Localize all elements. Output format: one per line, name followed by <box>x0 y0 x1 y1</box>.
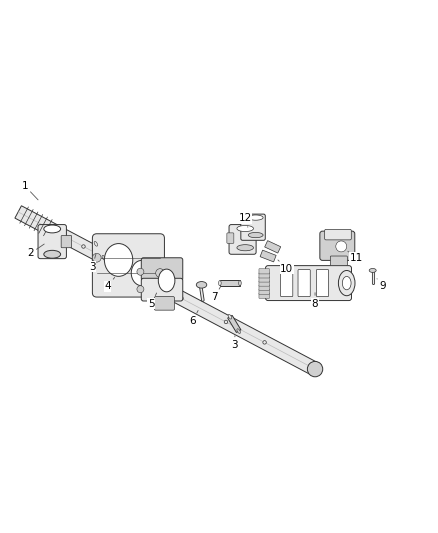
Text: 7: 7 <box>211 286 221 302</box>
Text: 4: 4 <box>104 277 115 291</box>
Polygon shape <box>94 243 106 259</box>
FancyBboxPatch shape <box>141 258 183 280</box>
Ellipse shape <box>104 244 133 276</box>
Ellipse shape <box>237 329 240 334</box>
Ellipse shape <box>343 277 351 290</box>
Circle shape <box>52 229 56 232</box>
Circle shape <box>180 297 183 300</box>
FancyBboxPatch shape <box>92 234 164 297</box>
Circle shape <box>92 253 101 262</box>
FancyBboxPatch shape <box>38 224 67 259</box>
FancyBboxPatch shape <box>265 265 352 301</box>
Circle shape <box>129 270 133 273</box>
Text: 2: 2 <box>27 244 44 259</box>
Polygon shape <box>260 250 276 262</box>
Polygon shape <box>15 206 318 375</box>
Text: 9: 9 <box>377 279 386 291</box>
Polygon shape <box>265 240 281 253</box>
Text: 5: 5 <box>148 293 157 309</box>
Ellipse shape <box>339 270 355 296</box>
Text: 12: 12 <box>239 214 252 227</box>
Polygon shape <box>228 316 241 333</box>
FancyBboxPatch shape <box>259 289 269 294</box>
FancyBboxPatch shape <box>61 236 72 248</box>
Circle shape <box>263 341 266 344</box>
Ellipse shape <box>44 251 60 258</box>
Ellipse shape <box>336 241 347 252</box>
FancyBboxPatch shape <box>259 281 269 286</box>
FancyBboxPatch shape <box>330 256 347 265</box>
FancyBboxPatch shape <box>259 269 269 274</box>
Ellipse shape <box>196 281 207 288</box>
Ellipse shape <box>248 232 263 238</box>
Ellipse shape <box>228 314 232 319</box>
Ellipse shape <box>237 245 254 251</box>
Circle shape <box>155 269 164 277</box>
FancyBboxPatch shape <box>154 297 174 310</box>
FancyBboxPatch shape <box>229 224 256 254</box>
Ellipse shape <box>131 261 152 286</box>
Text: 3: 3 <box>231 336 237 350</box>
Ellipse shape <box>239 280 241 286</box>
Circle shape <box>137 268 144 275</box>
FancyBboxPatch shape <box>227 233 234 244</box>
Ellipse shape <box>102 255 106 260</box>
FancyBboxPatch shape <box>320 231 355 261</box>
Text: 10: 10 <box>278 260 293 273</box>
Ellipse shape <box>158 269 175 292</box>
FancyBboxPatch shape <box>241 214 265 240</box>
FancyBboxPatch shape <box>141 278 183 301</box>
Circle shape <box>224 320 228 324</box>
Ellipse shape <box>44 225 60 233</box>
FancyBboxPatch shape <box>316 270 328 297</box>
Text: 1: 1 <box>21 181 38 200</box>
Ellipse shape <box>219 280 221 286</box>
Ellipse shape <box>307 361 323 377</box>
Ellipse shape <box>248 215 263 220</box>
FancyBboxPatch shape <box>281 270 293 297</box>
Circle shape <box>137 286 144 293</box>
Text: 3: 3 <box>89 254 96 271</box>
FancyBboxPatch shape <box>259 277 269 282</box>
FancyBboxPatch shape <box>298 270 310 297</box>
Text: 11: 11 <box>348 251 363 263</box>
Ellipse shape <box>369 269 376 272</box>
FancyBboxPatch shape <box>325 229 351 240</box>
Text: 6: 6 <box>190 310 198 326</box>
Circle shape <box>82 245 85 248</box>
FancyBboxPatch shape <box>259 293 269 298</box>
FancyBboxPatch shape <box>259 273 269 278</box>
Polygon shape <box>220 280 240 286</box>
Text: 8: 8 <box>312 293 318 309</box>
FancyBboxPatch shape <box>259 285 269 290</box>
Ellipse shape <box>237 225 254 231</box>
Ellipse shape <box>94 241 98 246</box>
